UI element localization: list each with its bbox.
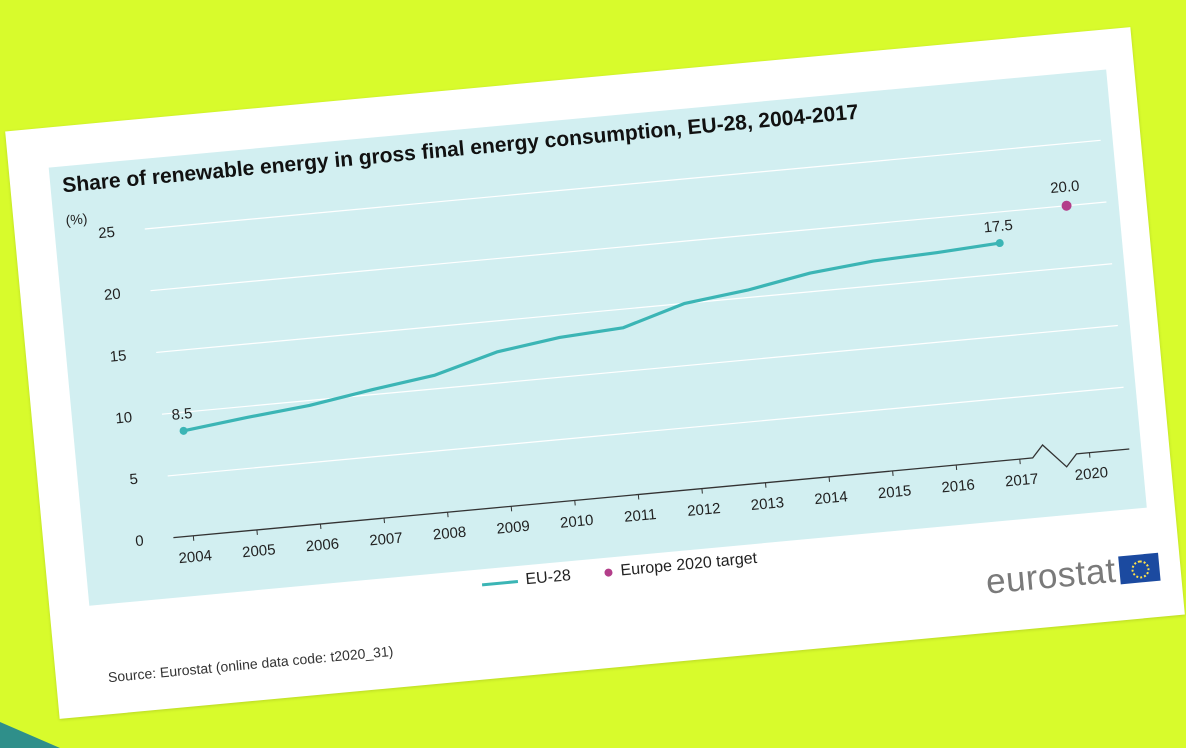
eu-flag-icon <box>1118 552 1162 585</box>
x-tick-label: 2008 <box>432 524 467 544</box>
x-tick-label: 2007 <box>369 530 404 550</box>
gridline <box>156 263 1113 354</box>
x-tick-label: 2004 <box>178 547 213 567</box>
x-tick-label: 2010 <box>559 512 594 532</box>
x-tick-label: 2016 <box>941 476 976 496</box>
y-tick-label: 10 <box>115 409 133 427</box>
x-tick-label: 2009 <box>496 518 531 538</box>
x-tick-label: 2006 <box>305 535 340 555</box>
x-tick-label: 2005 <box>241 541 276 561</box>
x-tick-label: 2013 <box>750 494 785 514</box>
series-line-eu28 <box>183 241 1000 433</box>
y-tick-label: 20 <box>103 286 121 304</box>
y-tick-label: 15 <box>109 347 127 365</box>
legend-item-eu28: EU-28 <box>481 567 572 593</box>
line-chart: 0 5 10 15 20 25 2004 2005 2006 2007 2008 2009 2010 20… <box>98 139 1130 567</box>
gridline <box>150 201 1107 292</box>
data-label-target-2020: 20.0 <box>1050 177 1081 197</box>
legend-label-eu28: EU-28 <box>524 567 572 589</box>
y-tick-label: 0 <box>134 532 144 550</box>
legend-dot-swatch <box>604 568 614 577</box>
x-tick-label: 2014 <box>814 488 849 508</box>
y-tick-label: 5 <box>129 471 139 489</box>
x-tick-label: 2017 <box>1004 471 1039 491</box>
x-tick-label: 2011 <box>623 506 657 526</box>
source-note: Source: Eurostat (online data code: t202… <box>107 642 394 686</box>
x-tick-label: 2015 <box>877 482 912 502</box>
data-point-eu28-2017 <box>995 239 1004 248</box>
chart-card: EU-28 Europe 2020 target Share of renewa… <box>5 27 1185 719</box>
data-point-eu28-2004 <box>179 426 188 435</box>
eurostat-logo: eurostat <box>984 547 1162 603</box>
data-label-eu28-2004: 8.5 <box>171 405 193 424</box>
x-tick-label: 2020 <box>1074 464 1109 484</box>
gridline <box>167 386 1124 477</box>
teal-corner-decoration <box>0 722 60 748</box>
y-tick-label: 25 <box>98 224 116 242</box>
x-tick-label: 2012 <box>686 500 721 520</box>
gridline <box>144 139 1101 230</box>
gridline <box>161 324 1118 415</box>
data-label-eu28-2017: 17.5 <box>983 217 1014 237</box>
legend-line-swatch <box>481 579 518 586</box>
logo-text: eurostat <box>984 550 1118 602</box>
x-axis-line <box>173 444 1130 539</box>
data-point-target-2020 <box>1061 200 1072 211</box>
